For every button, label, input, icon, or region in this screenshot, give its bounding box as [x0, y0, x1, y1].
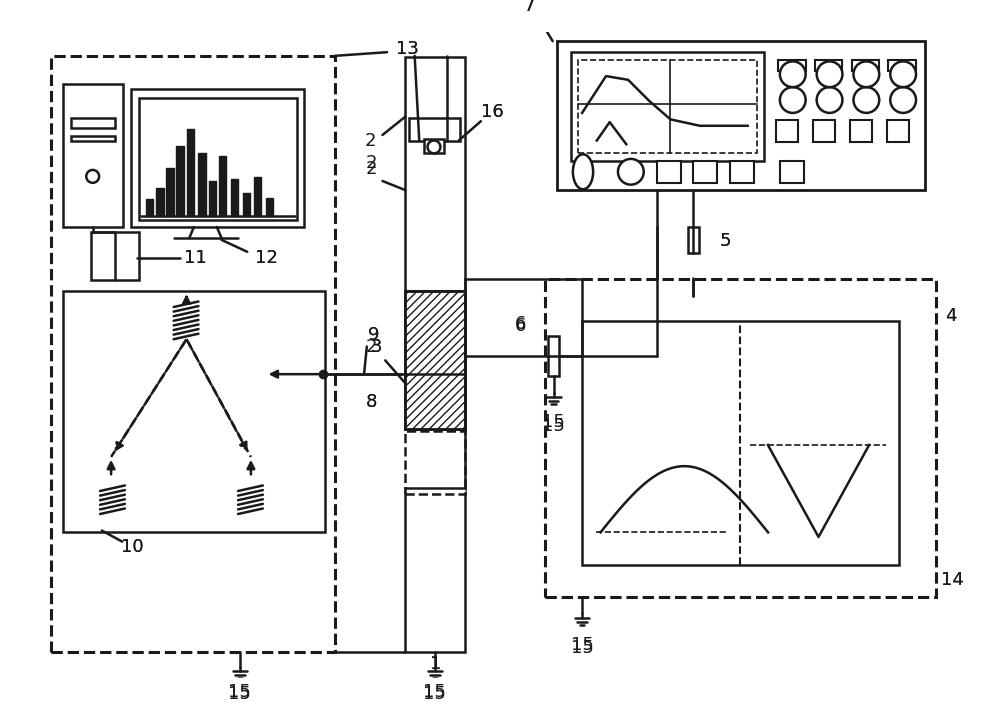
Text: 15: 15 — [423, 685, 446, 702]
Text: 5: 5 — [720, 232, 731, 250]
Bar — [209, 181, 216, 216]
Text: 14: 14 — [941, 571, 964, 589]
Text: 9: 9 — [368, 326, 379, 343]
Text: 2: 2 — [366, 154, 377, 171]
Bar — [813, 120, 835, 143]
Bar — [243, 193, 250, 216]
Bar — [254, 178, 261, 216]
Circle shape — [618, 159, 644, 185]
Bar — [548, 336, 559, 376]
Bar — [424, 139, 444, 153]
Text: 15: 15 — [542, 417, 565, 435]
Text: 2: 2 — [366, 160, 377, 178]
Circle shape — [817, 61, 842, 87]
Text: 15: 15 — [542, 413, 565, 431]
Bar — [778, 60, 806, 71]
Text: 5: 5 — [720, 232, 731, 250]
Text: 13: 13 — [396, 41, 419, 58]
Text: 15: 15 — [423, 682, 446, 701]
Text: 16: 16 — [481, 103, 504, 121]
Text: 4: 4 — [945, 307, 957, 325]
Text: 15: 15 — [571, 635, 594, 654]
Bar — [730, 161, 754, 183]
Bar — [409, 119, 460, 140]
Text: 6: 6 — [515, 314, 526, 333]
Text: 3: 3 — [370, 338, 382, 356]
Bar — [51, 56, 335, 652]
Bar — [63, 84, 123, 227]
Bar — [156, 188, 164, 216]
Text: 15: 15 — [228, 682, 251, 701]
Bar — [688, 227, 699, 253]
Bar — [571, 52, 764, 161]
Text: 9: 9 — [368, 326, 379, 343]
Bar — [63, 291, 325, 532]
Text: 4: 4 — [945, 307, 957, 325]
Text: 7: 7 — [524, 0, 535, 15]
Text: 7: 7 — [524, 0, 535, 15]
Bar — [166, 168, 174, 216]
Bar — [146, 199, 153, 216]
Bar — [557, 41, 925, 190]
Bar — [887, 120, 909, 143]
Text: 10: 10 — [121, 538, 144, 556]
Bar — [198, 153, 206, 216]
Text: 6: 6 — [515, 317, 526, 336]
Bar — [815, 60, 842, 71]
Ellipse shape — [573, 154, 593, 190]
Text: 10: 10 — [121, 538, 144, 556]
Circle shape — [86, 170, 99, 183]
Text: 8: 8 — [366, 392, 377, 411]
Text: 15: 15 — [571, 640, 594, 657]
Bar — [219, 156, 226, 216]
Bar — [405, 291, 465, 430]
Text: 11: 11 — [184, 249, 207, 267]
Text: 14: 14 — [941, 571, 964, 589]
Circle shape — [780, 87, 806, 113]
Bar — [780, 161, 804, 183]
Bar — [71, 119, 115, 128]
Text: 15: 15 — [228, 685, 251, 702]
Text: 3: 3 — [370, 338, 382, 356]
Bar — [405, 489, 465, 652]
Bar — [545, 279, 936, 597]
Text: 1: 1 — [430, 655, 442, 673]
Bar — [405, 431, 465, 494]
Bar — [850, 120, 872, 143]
Text: 11: 11 — [184, 249, 207, 267]
Bar — [139, 98, 297, 220]
Text: 12: 12 — [255, 249, 278, 267]
Text: 2: 2 — [365, 133, 376, 150]
Text: 1: 1 — [430, 655, 442, 673]
Bar — [405, 57, 465, 291]
Bar — [405, 291, 465, 430]
Bar — [657, 161, 681, 183]
Bar — [231, 179, 238, 216]
Bar — [776, 120, 798, 143]
Bar — [405, 291, 465, 430]
Text: 2: 2 — [366, 338, 377, 356]
Text: 13: 13 — [396, 41, 419, 58]
Text: 16: 16 — [481, 103, 504, 121]
Circle shape — [890, 61, 916, 87]
Circle shape — [853, 87, 879, 113]
Circle shape — [428, 140, 440, 153]
Text: 12: 12 — [255, 249, 278, 267]
Bar — [582, 321, 899, 564]
Bar — [888, 60, 916, 71]
Bar — [187, 128, 194, 216]
Circle shape — [890, 87, 916, 113]
Text: 8: 8 — [366, 392, 377, 411]
Circle shape — [780, 61, 806, 87]
Circle shape — [853, 61, 879, 87]
Bar — [578, 60, 757, 153]
Bar — [266, 197, 273, 216]
Bar — [91, 232, 139, 280]
Bar — [693, 161, 717, 183]
Bar — [852, 60, 879, 71]
Bar — [71, 136, 115, 141]
Circle shape — [817, 87, 842, 113]
Bar — [176, 146, 184, 216]
Bar — [131, 89, 304, 227]
